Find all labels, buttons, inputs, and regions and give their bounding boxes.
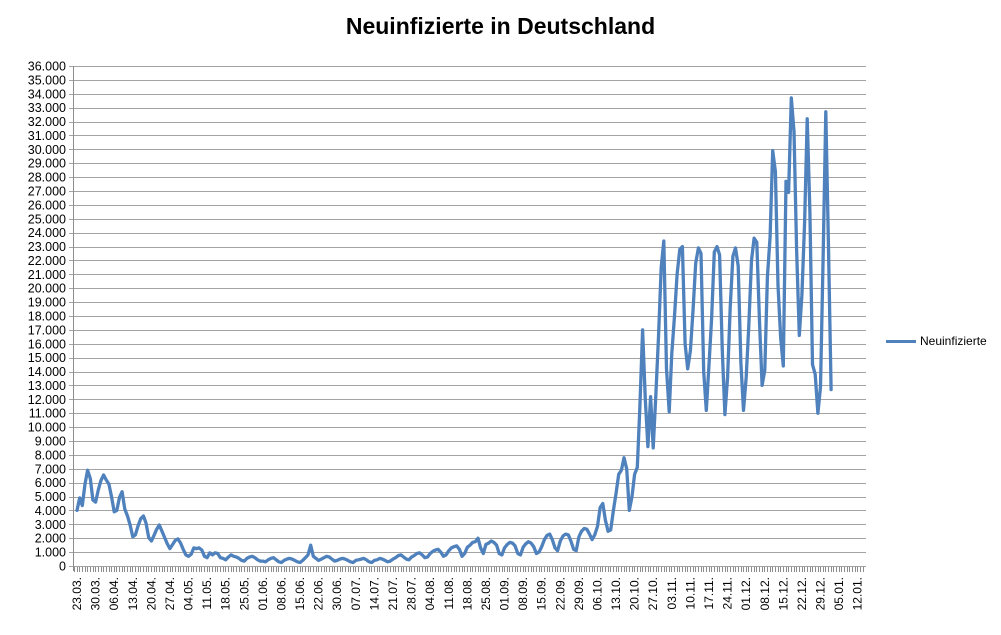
svg-text:5.000: 5.000: [35, 490, 66, 504]
svg-text:11.08.: 11.08.: [442, 577, 456, 609]
svg-text:19.000: 19.000: [28, 296, 66, 310]
svg-text:15.09.: 15.09.: [535, 577, 549, 610]
chart-title: Neuinfizierte in Deutschland: [345, 13, 656, 39]
svg-text:03.11.: 03.11.: [665, 577, 679, 609]
svg-text:14.000: 14.000: [28, 365, 66, 379]
svg-text:13.000: 13.000: [28, 379, 66, 393]
svg-text:33.000: 33.000: [28, 101, 66, 115]
svg-text:10.000: 10.000: [28, 421, 66, 435]
svg-text:34.000: 34.000: [28, 87, 66, 101]
svg-text:28.07.: 28.07.: [405, 577, 419, 610]
svg-text:35.000: 35.000: [28, 73, 66, 87]
svg-text:08.09.: 08.09.: [516, 577, 530, 610]
svg-text:20.000: 20.000: [28, 282, 66, 296]
svg-text:14.07.: 14.07.: [367, 577, 381, 610]
x-minor-ticks: [74, 567, 864, 572]
svg-text:3.000: 3.000: [35, 518, 66, 532]
svg-text:06.10.: 06.10.: [590, 577, 604, 610]
svg-text:27.10.: 27.10.: [646, 577, 660, 610]
svg-text:01.09.: 01.09.: [498, 577, 512, 610]
svg-text:15.000: 15.000: [28, 351, 66, 365]
svg-text:21.000: 21.000: [28, 268, 66, 282]
svg-text:13.10.: 13.10.: [609, 577, 623, 610]
svg-text:04.08.: 04.08.: [423, 577, 437, 610]
svg-text:30.000: 30.000: [28, 143, 66, 157]
svg-text:01.12.: 01.12.: [739, 577, 753, 610]
svg-text:2.000: 2.000: [35, 532, 66, 546]
legend-label: Neuinfizierte: [920, 334, 987, 348]
y-axis-labels: 01.0002.0003.0004.0005.0006.0007.0008.00…: [28, 60, 66, 574]
svg-text:32.000: 32.000: [28, 115, 66, 129]
svg-text:29.12.: 29.12.: [814, 577, 828, 610]
svg-text:8.000: 8.000: [35, 448, 66, 462]
svg-text:16.000: 16.000: [28, 337, 66, 351]
svg-text:25.08.: 25.08.: [479, 577, 493, 610]
svg-text:18.05.: 18.05.: [219, 577, 233, 610]
svg-text:06.04.: 06.04.: [107, 577, 121, 610]
svg-text:7.000: 7.000: [35, 462, 66, 476]
svg-text:13.04.: 13.04.: [126, 577, 140, 610]
svg-text:31.000: 31.000: [28, 129, 66, 143]
svg-text:18.000: 18.000: [28, 310, 66, 324]
svg-text:24.11.: 24.11.: [721, 577, 735, 609]
svg-text:10.11.: 10.11.: [683, 577, 697, 609]
gridlines: [69, 66, 866, 567]
svg-text:22.000: 22.000: [28, 254, 66, 268]
svg-text:18.08.: 18.08.: [460, 577, 474, 610]
svg-text:20.10.: 20.10.: [628, 577, 642, 610]
svg-text:15.06.: 15.06.: [293, 577, 307, 610]
svg-text:22.06.: 22.06.: [312, 577, 326, 610]
svg-text:25.000: 25.000: [28, 212, 66, 226]
svg-text:30.06.: 30.06.: [330, 577, 344, 610]
svg-text:29.000: 29.000: [28, 157, 66, 171]
svg-text:11.000: 11.000: [29, 407, 66, 421]
svg-text:23.03.: 23.03.: [70, 577, 84, 610]
svg-text:30.03.: 30.03.: [89, 577, 103, 610]
svg-text:25.05.: 25.05.: [237, 577, 251, 610]
svg-text:11.05.: 11.05.: [200, 577, 214, 609]
svg-text:22.09.: 22.09.: [553, 577, 567, 610]
svg-text:28.000: 28.000: [28, 171, 66, 185]
svg-text:9.000: 9.000: [35, 435, 66, 449]
svg-text:23.000: 23.000: [28, 240, 66, 254]
svg-text:29.09.: 29.09.: [572, 577, 586, 610]
svg-text:12.01.: 12.01.: [851, 577, 865, 610]
svg-text:17.000: 17.000: [28, 323, 66, 337]
svg-text:01.06.: 01.06.: [256, 577, 270, 610]
svg-text:4.000: 4.000: [35, 504, 66, 518]
svg-text:15.12.: 15.12.: [776, 577, 790, 610]
svg-text:22.12.: 22.12.: [795, 577, 809, 610]
svg-text:24.000: 24.000: [28, 226, 66, 240]
svg-text:21.07.: 21.07.: [386, 577, 400, 610]
svg-text:05.01.: 05.01.: [832, 577, 846, 610]
svg-text:04.05.: 04.05.: [182, 577, 196, 610]
svg-text:27.000: 27.000: [28, 185, 66, 199]
svg-text:08.12.: 08.12.: [758, 577, 772, 610]
svg-text:17.11.: 17.11.: [702, 577, 716, 609]
svg-text:36.000: 36.000: [28, 60, 66, 74]
legend: Neuinfizierte: [886, 334, 987, 348]
svg-text:20.04.: 20.04.: [144, 577, 158, 610]
svg-text:26.000: 26.000: [28, 198, 66, 212]
x-axis-labels: 23.03. 30.03. 06.04. 13.04. 20.04. 27.04. 04.0…: [70, 577, 865, 610]
svg-text:0: 0: [59, 560, 66, 574]
svg-text:08.06.: 08.06.: [274, 577, 288, 610]
svg-text:1.000: 1.000: [35, 546, 66, 560]
legend-line-icon: [886, 339, 916, 343]
series-neuinfizierte: [75, 96, 833, 565]
svg-text:27.04.: 27.04.: [163, 577, 177, 610]
svg-text:12.000: 12.000: [28, 393, 66, 407]
svg-text:07.07.: 07.07.: [349, 577, 363, 610]
svg-text:6.000: 6.000: [35, 476, 66, 490]
